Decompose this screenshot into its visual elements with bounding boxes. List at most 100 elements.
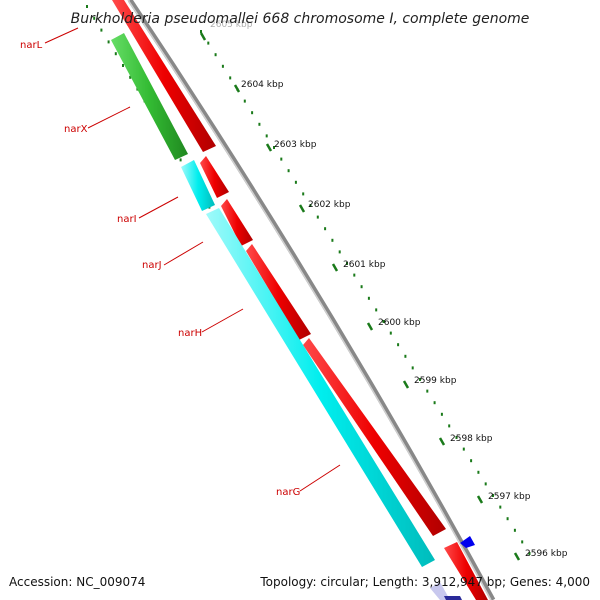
feature-cyan-narI (181, 160, 215, 211)
scale-dot (287, 169, 290, 173)
scale-major-tick (366, 322, 374, 331)
scale-dot (338, 250, 341, 254)
scale-dot (470, 459, 473, 463)
scale-tick-label: 2603 kbp (274, 140, 317, 150)
gene-leader-line (138, 196, 179, 219)
scale-dot (462, 447, 465, 451)
gene-label-narx[interactable]: narX (64, 124, 88, 135)
scale-major-tick (438, 437, 446, 446)
scale-major-tick (476, 495, 484, 504)
gene-label-narg[interactable]: narG (276, 487, 300, 498)
scale-dot (294, 180, 297, 184)
gene-leader-line (201, 308, 244, 333)
gene-leader-line (44, 27, 79, 44)
map-title: Burkholderia pseudomallei 668 chromosome… (71, 11, 530, 27)
scale-dot (521, 540, 524, 544)
inner-scale-dot (86, 5, 88, 8)
scale-tick-label: 2597 kbp (488, 492, 531, 502)
forward-strand-features (112, 0, 488, 600)
chromosome-backbone (127, 0, 496, 600)
scale-dot (258, 122, 261, 126)
scale-dot (513, 528, 516, 532)
scale-dot (382, 320, 385, 323)
accession-text: Accession: NC_009074 (9, 575, 145, 589)
inner-scale-dot (114, 52, 117, 56)
feature-green-narX (111, 33, 188, 160)
scale-dot (251, 111, 254, 115)
scale-dot (309, 204, 312, 207)
gene-labels: narL narX narI narJ narH narG (20, 27, 341, 498)
scale-major-tick (402, 380, 410, 389)
scale-dot (221, 64, 224, 68)
scale-dot (433, 401, 436, 405)
scale-major-tick (265, 143, 273, 152)
feature-red-narG (303, 338, 446, 536)
scale-dot (360, 285, 363, 289)
scale-dot (331, 238, 334, 242)
scale-dot (411, 366, 414, 370)
gene-label-narj[interactable]: narJ (142, 260, 162, 271)
scale-tick-label: 2600 kbp (378, 318, 421, 328)
scale-dot (389, 331, 392, 335)
gene-leader-line (299, 464, 341, 492)
genome-summary-text: Topology: circular; Length: 3,912,947 bp… (259, 575, 590, 589)
scale-major-tick (199, 32, 207, 41)
chromosome-backbone-highlight (127, 0, 492, 600)
gene-label-nari[interactable]: narI (117, 214, 137, 225)
gene-label-narh[interactable]: narH (178, 328, 202, 339)
scale-tick-label: 2596 kbp (525, 549, 568, 559)
scale-dot (316, 215, 319, 219)
scale-dot (506, 517, 509, 521)
scale-dot (273, 146, 275, 149)
scale-tick-label: 2598 kbp (450, 434, 493, 444)
scale-dot (375, 308, 378, 312)
scale-major-tick (298, 204, 306, 213)
scale-dot (200, 30, 202, 33)
feature-red-top (112, 0, 216, 152)
inner-scale-dot (122, 64, 124, 67)
gene-label-narl[interactable]: narL (20, 40, 43, 51)
feature-red-narJ (221, 199, 253, 246)
inner-scale-dot (93, 16, 96, 20)
scale-dot (324, 227, 327, 231)
inner-scale-dot (129, 75, 132, 79)
scale-dot (346, 262, 348, 265)
scale-dot (426, 389, 429, 393)
scale-dot (265, 134, 268, 138)
scale-dot (229, 76, 232, 80)
feature-blue-bottom (444, 596, 462, 600)
scale-tick-label: 2605 kbp (210, 20, 253, 30)
scale-major-tick (513, 552, 521, 561)
scale-dot (302, 192, 305, 196)
scale-tick-label: 2599 kbp (414, 376, 457, 386)
scale-dot (207, 41, 210, 45)
feature-red-narI (200, 156, 229, 198)
scale-dot (477, 470, 480, 474)
scale-dot (280, 157, 283, 161)
scale-dot (440, 412, 443, 416)
scale-dot (455, 436, 458, 439)
scale-dot (214, 53, 217, 57)
feature-small-light (430, 582, 450, 600)
scale-dot (484, 482, 487, 486)
scale-tick-label: 2601 kbp (343, 260, 386, 270)
scale-dot (367, 296, 370, 300)
feature-red-bottom (444, 542, 488, 600)
scale-dot (528, 552, 531, 555)
scale-tick-label: 2602 kbp (308, 200, 351, 210)
scale-dot (397, 343, 400, 347)
scale-dot (404, 354, 407, 358)
feature-cyan-narJ-narG (206, 208, 435, 567)
inner-scale-dot (100, 28, 103, 32)
inner-scale-dot (179, 158, 182, 162)
scale-dot (353, 273, 356, 277)
scale-major-tick (233, 84, 241, 93)
scale-dot (499, 505, 502, 509)
scale-dot (448, 424, 451, 428)
scale-dot (243, 99, 246, 103)
scale-dot (492, 494, 494, 497)
inner-scale-dot (107, 40, 110, 44)
scale-major-tick (331, 263, 339, 272)
